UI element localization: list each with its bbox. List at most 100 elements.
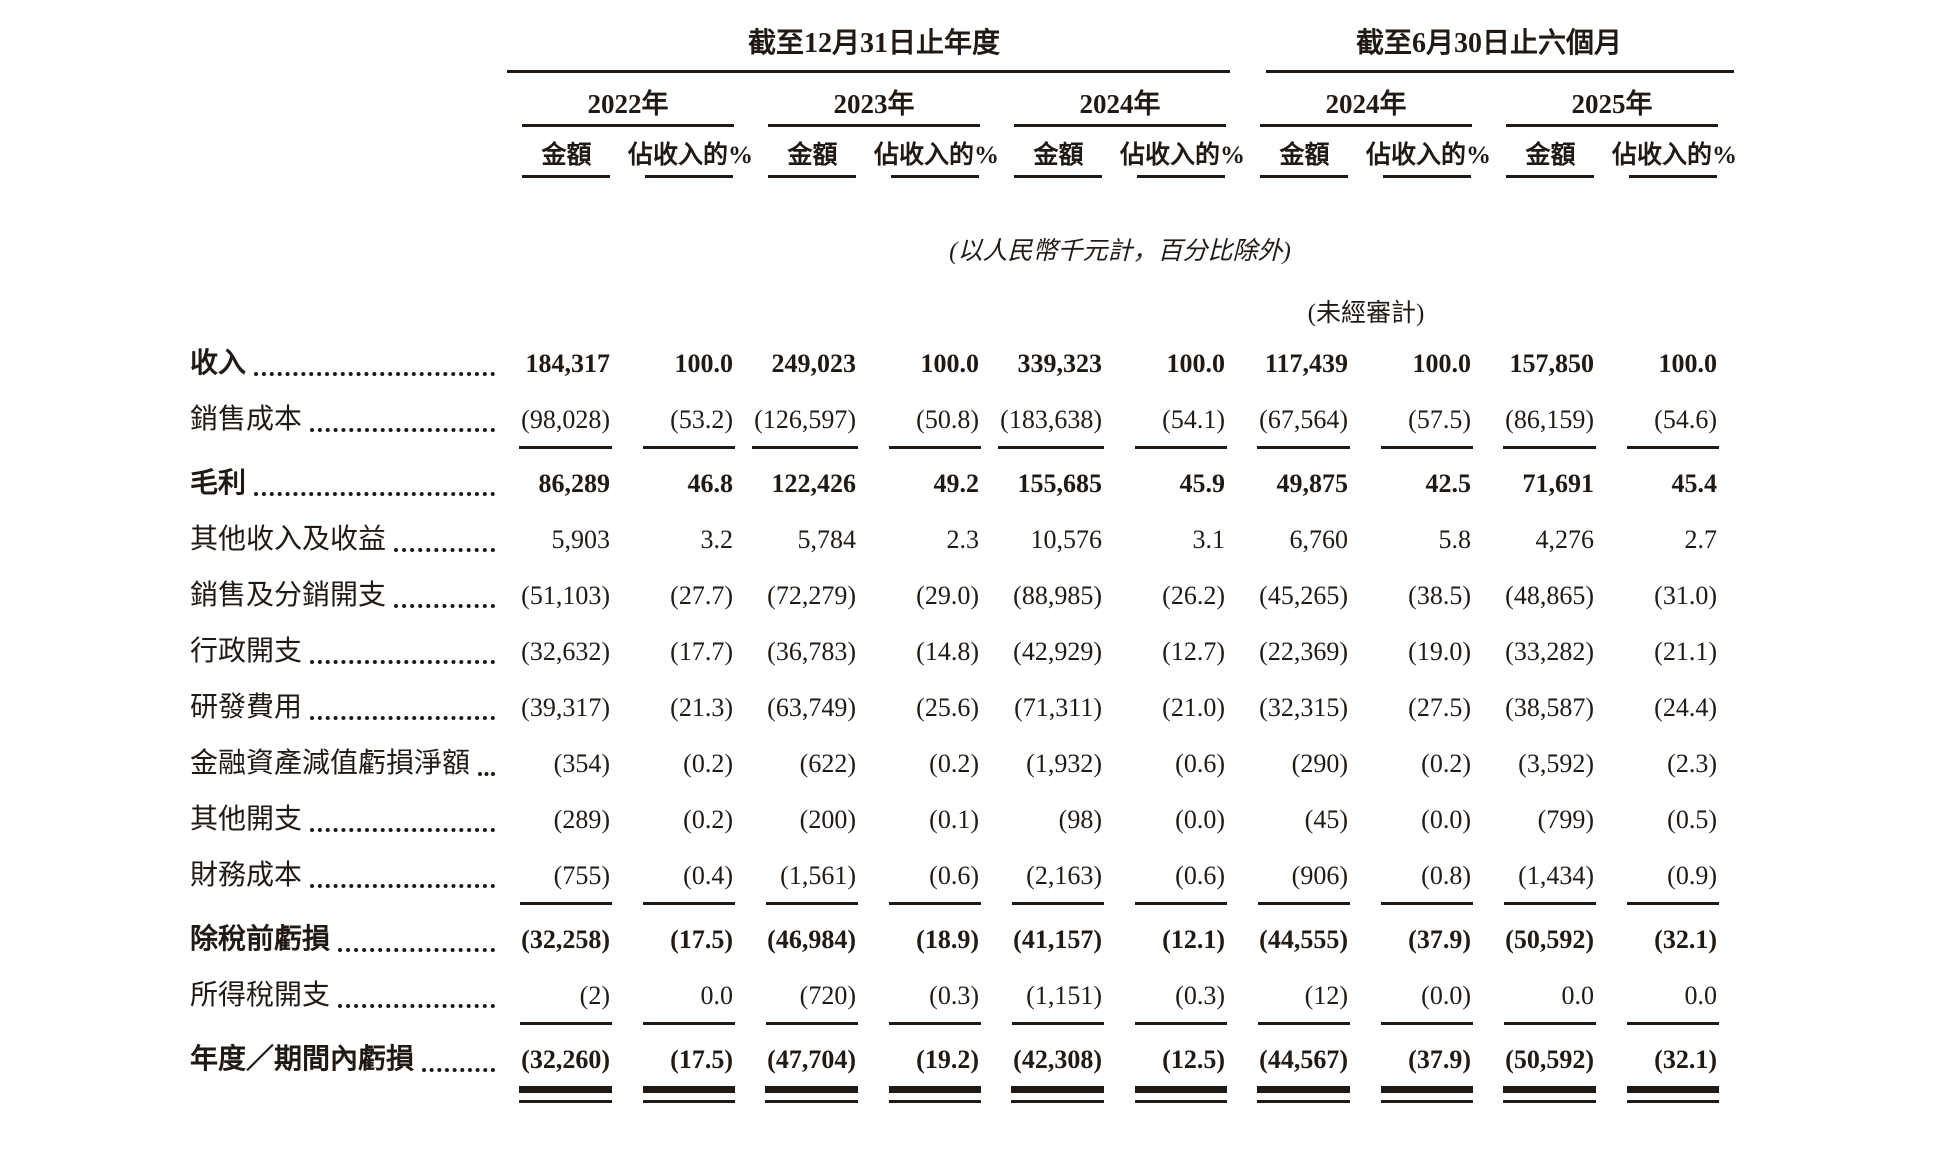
cell-value: (0.2) — [929, 749, 979, 778]
cell-value: (72,279) — [767, 581, 856, 610]
pct-cell: (21.1) — [1612, 639, 1735, 665]
cell-value: (1,434) — [1504, 863, 1596, 905]
pct-cell: (0.6) — [1120, 863, 1243, 905]
cell-value: (98,028) — [519, 405, 612, 449]
cell-value: (48,865) — [1505, 581, 1594, 610]
pct-cell: (2.3) — [1612, 751, 1735, 777]
period-header-annual: 截至12月31日止年度 — [747, 28, 1000, 59]
row-label-text: 毛利 — [190, 468, 247, 499]
cell-value: (67,564) — [1257, 405, 1350, 449]
amount-cell: (799) — [1489, 807, 1612, 833]
pct-cell: (21.0) — [1120, 695, 1243, 721]
pct-cell: (17.5) — [628, 1047, 751, 1103]
pct-cell: (0.5) — [1612, 807, 1735, 833]
pct-cell: (21.3) — [628, 695, 751, 721]
pct-cell: (0.6) — [1120, 751, 1243, 777]
cell-value: (0.3) — [889, 983, 981, 1025]
cell-value: (0.9) — [1627, 863, 1719, 905]
cell-value: (17.5) — [670, 925, 733, 954]
pct-cell: (0.8) — [1366, 863, 1489, 905]
cell-value: (24.4) — [1654, 693, 1717, 722]
cell-value: 71,691 — [1522, 469, 1595, 498]
amount-cell: (44,567) — [1243, 1045, 1366, 1103]
amount-cell: (50,592) — [1489, 1047, 1612, 1103]
table-row: 除稅前虧損 (32,258) (17.5) (46,984) (18.9) (41,157… — [190, 912, 1735, 968]
amount-cell: (36,783) — [751, 639, 874, 665]
table-row: 毛利 86,289 46.8 122,426 49.2 155,685 45.9 49,875… — [190, 456, 1735, 512]
row-label: 銷售及分銷開支 — [190, 568, 505, 624]
cell-value: (44,567) — [1257, 1045, 1350, 1103]
pct-cell: (32.1) — [1612, 927, 1735, 953]
cell-value: (290) — [1291, 749, 1348, 778]
amount-cell: (67,564) — [1243, 405, 1366, 449]
cell-value: (37.9) — [1408, 925, 1471, 954]
pct-cell: 45.4 — [1612, 471, 1735, 497]
amount-cell: (42,929) — [997, 639, 1120, 665]
cell-value: (0.2) — [1421, 749, 1471, 778]
pct-cell: (0.6) — [874, 863, 997, 905]
cell-value: 45.9 — [1179, 469, 1226, 498]
pct-cell: (29.0) — [874, 583, 997, 609]
pct-cell: (12.5) — [1120, 1047, 1243, 1103]
cell-value: 6,760 — [1289, 525, 1349, 554]
cell-value: (0.3) — [1135, 983, 1227, 1025]
dot-leader — [254, 492, 495, 496]
amount-cell: (290) — [1243, 751, 1366, 777]
amount-header: 金額 — [1279, 142, 1330, 169]
pct-cell: (26.2) — [1120, 583, 1243, 609]
amount-cell: (72,279) — [751, 583, 874, 609]
year-rule — [1014, 124, 1226, 127]
cell-value: 49.2 — [933, 469, 980, 498]
cell-value: 86,289 — [538, 469, 611, 498]
pct-cell: (54.1) — [1120, 407, 1243, 449]
pct-cell: (53.2) — [628, 407, 751, 449]
pct-cell: 100.0 — [1366, 351, 1489, 377]
cell-value: 42.5 — [1425, 469, 1472, 498]
pct-of-revenue-header: 佔收入的% — [1612, 142, 1738, 169]
pct-cell: (57.5) — [1366, 407, 1489, 449]
row-label-text: 年度／期間內虧損 — [190, 1044, 415, 1075]
cell-value: (21.0) — [1162, 693, 1225, 722]
pct-cell: (37.9) — [1366, 927, 1489, 953]
cell-value: (54.1) — [1135, 407, 1227, 449]
cell-value: (0.8) — [1381, 863, 1473, 905]
amount-cell: (755) — [505, 863, 628, 905]
row-label-text: 研發費用 — [190, 692, 303, 723]
cell-value: (32,315) — [1259, 693, 1348, 722]
row-label: 其他收入及收益 — [190, 512, 505, 568]
cell-value: (26.2) — [1162, 581, 1225, 610]
pct-cell: (0.4) — [628, 863, 751, 905]
unaudited-note: (未經審計) — [1307, 300, 1425, 327]
cell-value: (12) — [1258, 983, 1350, 1025]
cell-value: (2) — [520, 983, 612, 1025]
row-label: 毛利 — [190, 456, 505, 512]
cell-value: (86,159) — [1503, 405, 1596, 449]
table-row: 其他收入及收益 5,903 3.2 5,784 2.3 10,576 3.1 6,760 5.8… — [190, 512, 1735, 568]
amount-cell: (1,434) — [1489, 863, 1612, 905]
measure-rule — [1506, 175, 1594, 178]
row-label: 年度／期間內虧損 — [190, 1032, 505, 1088]
amount-cell: (1,151) — [997, 983, 1120, 1025]
cell-value: (12.1) — [1162, 925, 1225, 954]
amount-cell: 5,903 — [505, 527, 628, 553]
year-header: 2022年 — [587, 89, 669, 119]
pct-cell: (17.7) — [628, 639, 751, 665]
pct-cell: (0.2) — [628, 807, 751, 833]
amount-cell: (42,308) — [997, 1047, 1120, 1103]
cell-value: (622) — [799, 749, 856, 778]
cell-value: (32,260) — [519, 1045, 612, 1103]
cell-value: (17.5) — [643, 1047, 735, 1103]
pct-cell: 0.0 — [1612, 983, 1735, 1025]
table-row: 收入 184,317 100.0 249,023 100.0 339,323 100.0 11… — [190, 336, 1735, 392]
measure-rule — [1383, 175, 1471, 178]
table-row: 銷售及分銷開支 (51,103) (27.7) (72,279) (29.0) (88,9… — [190, 568, 1735, 624]
pct-cell: 100.0 — [628, 351, 751, 377]
amount-cell: (39,317) — [505, 695, 628, 721]
cell-value: (25.6) — [916, 693, 979, 722]
pct-cell: (0.3) — [1120, 983, 1243, 1025]
cell-value: (51,103) — [521, 581, 610, 610]
pct-cell: (18.9) — [874, 927, 997, 953]
amount-header: 金額 — [541, 142, 592, 169]
cell-value: (2.3) — [1667, 749, 1717, 778]
pct-cell: (12.1) — [1120, 927, 1243, 953]
